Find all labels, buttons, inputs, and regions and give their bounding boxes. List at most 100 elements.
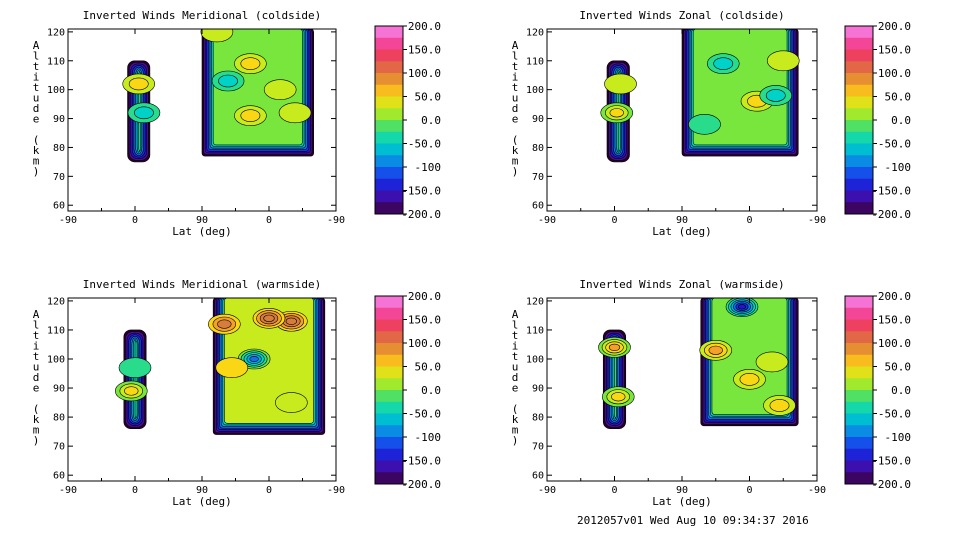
contour-level [688, 114, 721, 135]
contour-blob [234, 105, 267, 126]
colorbar-segment [375, 26, 403, 39]
colorbar-label: -100 [415, 431, 442, 444]
region-right-band [699, 298, 799, 427]
run-stamp: 2012057v01 Wed Aug 10 09:34:37 2016 [577, 514, 809, 527]
y-tick-label: 80 [532, 143, 544, 154]
colorbar-label: 50.0 [415, 361, 442, 374]
colorbar-label: -200.0 [401, 208, 441, 221]
x-axis-label: Lat (deg) [652, 225, 712, 238]
x-axis-label: Lat (deg) [652, 495, 712, 508]
colorbar-label: 50.0 [885, 91, 912, 104]
colorbar-label: -50.0 [408, 138, 441, 151]
y-tick-label: 100 [47, 85, 65, 96]
colorbar-label: 150.0 [408, 44, 441, 57]
contour-level [118, 357, 152, 379]
colorbar-segment [375, 84, 403, 97]
colorbar-segment [375, 401, 403, 414]
colorbar-label: -100 [885, 431, 912, 444]
colorbar-segment [375, 472, 403, 485]
colorbar-segment [845, 437, 873, 450]
region-left-band [598, 329, 635, 430]
x-tick-label: -90 [538, 215, 556, 226]
colorbar: 200.0 150.0 100.0 50.0 0.0 -50.0 -100 -150.0 -20… [844, 290, 912, 491]
colorbar-segment [375, 178, 403, 191]
y-tick-label: 110 [526, 56, 544, 67]
colorbar-segment [375, 425, 403, 438]
contour-level [263, 314, 275, 322]
y-tick-label: 70 [532, 172, 544, 183]
contour-level [738, 304, 746, 310]
y-tick-label: 120 [526, 27, 544, 38]
x-tick-label: -90 [538, 485, 556, 496]
contour-level [604, 73, 637, 95]
colorbar-label: 100.0 [878, 67, 911, 80]
colorbar-segment [845, 178, 873, 191]
x-tick-label: 0 [611, 215, 617, 226]
y-tick-label: 80 [53, 143, 65, 154]
contour-level [124, 386, 139, 396]
contour-blob [733, 369, 766, 390]
contour-blob [127, 102, 161, 124]
chart-title: Inverted Winds Zonal (coldside) [579, 9, 784, 22]
colorbar-segment [845, 120, 873, 133]
y-tick-label: 60 [53, 201, 65, 212]
chart-title: Inverted Winds Meridional (coldside) [83, 9, 321, 22]
region-right-band [681, 29, 800, 157]
colorbar-label: -150.0 [871, 185, 911, 198]
colorbar-segment [845, 413, 873, 426]
x-tick-label: -90 [59, 485, 77, 496]
contour-blob [278, 102, 312, 124]
colorbar-segment [845, 61, 873, 74]
colorbar-segment [375, 155, 403, 168]
colorbar-segment [845, 108, 873, 121]
contour-blob [215, 357, 249, 379]
contour-blob [211, 70, 245, 92]
colorbar-segment [845, 425, 873, 438]
panel-3: -90 0 90 0 -90 60 70 80 90 100 110 120 Inverted Wind… [33, 278, 441, 508]
colorbar: 200.0 150.0 100.0 50.0 0.0 -50.0 -100 -150.0 -20… [374, 20, 442, 221]
colorbar-label: 50.0 [415, 91, 442, 104]
colorbar-label: 200.0 [408, 290, 441, 303]
colorbar-label: -100 [885, 161, 912, 174]
colorbar-label: -200.0 [401, 478, 441, 491]
colorbar-segment [845, 378, 873, 391]
contour-level [766, 50, 800, 72]
panel-4: -90 0 90 0 -90 60 70 80 90 100 110 120 Inverted Wind… [512, 278, 911, 508]
contour-level [249, 355, 259, 363]
contour-blob [604, 73, 637, 95]
y-tick-label: 100 [47, 355, 65, 366]
colorbar-label: 0.0 [421, 114, 441, 127]
region-right-band [208, 298, 326, 435]
x-tick-label: 0 [132, 215, 138, 226]
contour-level [215, 357, 249, 379]
colorbar-segment [845, 460, 873, 473]
colorbar-segment [375, 366, 403, 379]
colorbar-segment [845, 296, 873, 309]
contour-level [128, 77, 149, 91]
colorbar-label: 0.0 [421, 384, 441, 397]
contour-level [611, 392, 626, 402]
x-tick-label: -90 [808, 215, 826, 226]
y-tick-label: 120 [47, 296, 65, 307]
colorbar-segment [845, 319, 873, 332]
colorbar-segment [845, 331, 873, 344]
colorbar-segment [375, 448, 403, 461]
contour-blob [699, 339, 733, 361]
colorbar-label: 100.0 [408, 337, 441, 350]
contour-level [200, 29, 234, 43]
contour-level [708, 345, 723, 355]
x-tick-label: 0 [266, 485, 272, 496]
y-tick-label: 70 [53, 442, 65, 453]
colorbar-segment [375, 202, 403, 215]
colorbar-segment [845, 143, 873, 156]
contour-blob [118, 357, 152, 379]
y-tick-label: 110 [526, 325, 544, 336]
contour-level [765, 89, 786, 102]
colorbar: 200.0 150.0 100.0 50.0 0.0 -50.0 -100 -150.0 -20… [374, 290, 442, 491]
contour-blob [275, 392, 308, 413]
colorbar-label: 200.0 [878, 290, 911, 303]
colorbar-segment [375, 61, 403, 74]
panel-2: -90 0 90 0 -90 60 70 80 90 100 110 120 Inverted Wind… [512, 9, 911, 238]
